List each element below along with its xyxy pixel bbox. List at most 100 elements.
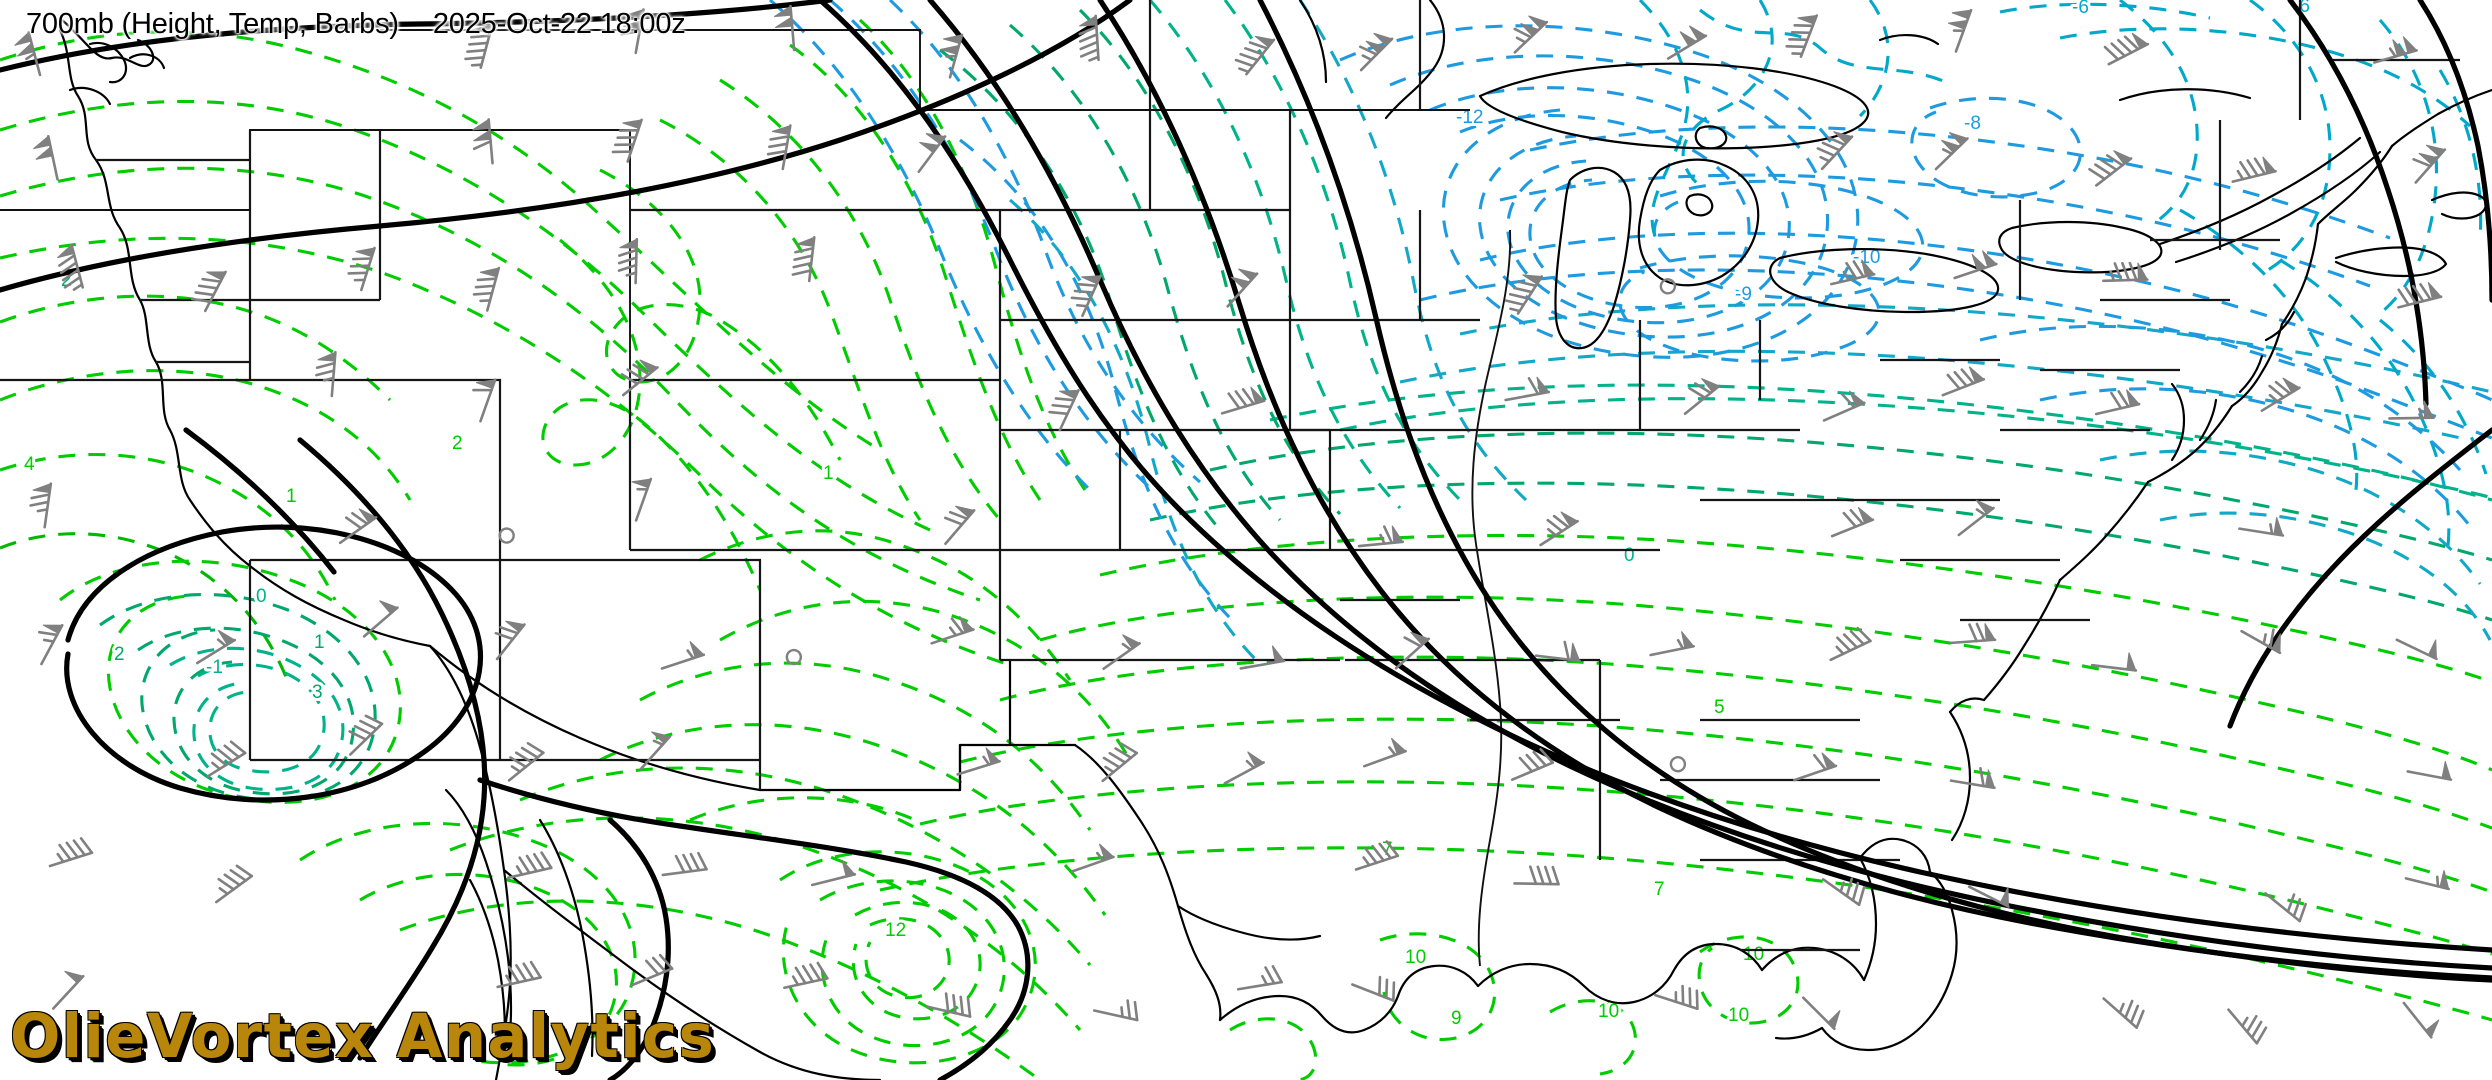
svg-text:-1: -1 — [206, 657, 223, 678]
temp-contour-label: 99 — [1448, 1005, 1465, 1032]
wind-barb — [774, 4, 796, 52]
svg-text:-9: -9 — [1735, 284, 1752, 305]
wind-barb — [2404, 870, 2450, 891]
wind-barb — [925, 992, 972, 1018]
svg-text:4: 4 — [24, 454, 35, 475]
svg-text:-8: -8 — [1964, 113, 1981, 134]
wind-barb — [2094, 389, 2141, 416]
svg-text:2: 2 — [114, 644, 125, 665]
wind-barb — [660, 641, 706, 670]
svg-text:9: 9 — [1451, 1008, 1462, 1029]
wind-barb — [1223, 751, 1265, 785]
wind-barb — [48, 837, 94, 868]
wind-barb — [1236, 965, 1283, 991]
wind-barb — [1830, 259, 1876, 286]
svg-text:0: 0 — [1624, 545, 1635, 566]
wind-barb — [214, 864, 254, 904]
wind-barb — [1801, 996, 1841, 1031]
wind-barb — [37, 623, 64, 666]
wind-barb — [2264, 892, 2307, 923]
wind-barb — [1659, 278, 1677, 295]
wind-barb — [1534, 640, 1581, 663]
wind-barb — [1829, 626, 1872, 662]
wind-barb — [639, 731, 672, 771]
temp-contours-warm — [0, 18, 2492, 1080]
svg-text:5: 5 — [1714, 697, 1725, 718]
wind-barb — [494, 620, 526, 661]
wind-barb — [52, 970, 85, 1010]
wind-barb — [2388, 400, 2435, 420]
wind-barb — [498, 527, 515, 544]
wind-barb — [2412, 144, 2447, 184]
wind-barb — [2103, 32, 2150, 66]
svg-text:7: 7 — [1654, 879, 1665, 900]
wind-barb — [1816, 131, 1854, 171]
svg-text:1: 1 — [314, 632, 325, 653]
temp-contour-label: 00 — [253, 583, 270, 610]
svg-text:1: 1 — [314, 632, 325, 653]
wind-barb — [1101, 742, 1139, 783]
wind-barb — [785, 648, 803, 666]
wind-barb — [1239, 645, 1286, 670]
wind-barb — [1934, 132, 1969, 171]
wind-barb — [195, 629, 237, 665]
svg-text:0: 0 — [256, 586, 267, 607]
wind-barb — [1785, 14, 1819, 58]
wind-barb — [1793, 752, 1838, 782]
wind-barb — [2102, 261, 2149, 283]
svg-text:-12: -12 — [1456, 107, 1483, 128]
svg-text:1: 1 — [823, 463, 834, 484]
temp-contour-label: 11 — [820, 460, 837, 487]
svg-text:10: 10 — [1743, 944, 1764, 965]
wind-barb — [2260, 377, 2301, 412]
wind-barb — [1666, 25, 1708, 60]
wind-barb — [347, 246, 376, 292]
temp-contour-label: 44 — [21, 451, 38, 478]
wind-barb — [2088, 150, 2133, 187]
wind-barb — [1953, 250, 1998, 280]
wind-barb — [611, 118, 643, 163]
wind-barb — [783, 961, 829, 990]
wind-barb — [472, 266, 501, 312]
svg-text:2: 2 — [114, 644, 125, 665]
wind-barb — [507, 742, 545, 782]
wind-barb — [1539, 511, 1579, 547]
wind-barb — [766, 124, 792, 171]
wind-barb — [810, 859, 857, 887]
wind-barb — [1822, 390, 1866, 422]
svg-text:10: 10 — [1405, 947, 1426, 968]
wind-barb — [1513, 865, 1560, 886]
wind-barb — [930, 615, 975, 645]
wind-barb — [1654, 984, 1699, 1011]
wind-barb — [1102, 634, 1141, 671]
wind-barb — [1504, 376, 1551, 402]
wind-barb-layer — [14, 4, 2453, 1045]
svg-text:2: 2 — [452, 433, 463, 454]
wind-barb — [1941, 366, 1986, 397]
wind-barb — [1354, 840, 1400, 871]
wind-barb — [2397, 282, 2443, 309]
temp-contour-label: -1-1 — [203, 654, 226, 681]
svg-text:10: 10 — [1405, 947, 1426, 968]
wind-barb — [917, 133, 947, 174]
wind-barb — [33, 134, 59, 181]
wind-barb — [1830, 506, 1875, 538]
temp-contour-label: -12-12 — [1453, 104, 1486, 131]
wind-barb — [315, 350, 337, 398]
wind-barb — [362, 600, 399, 638]
wind-barb — [631, 477, 653, 522]
svg-text:-1: -1 — [206, 657, 223, 678]
wind-barb — [1070, 274, 1102, 318]
wind-barb — [1967, 885, 2010, 908]
svg-text:-10: -10 — [1853, 247, 1880, 268]
wind-barb — [2102, 997, 2145, 1029]
wind-barb — [1394, 631, 1431, 670]
svg-text:10: 10 — [1598, 1001, 1619, 1022]
svg-text:12: 12 — [885, 920, 906, 941]
temp-contour-label: 11 — [311, 629, 328, 656]
